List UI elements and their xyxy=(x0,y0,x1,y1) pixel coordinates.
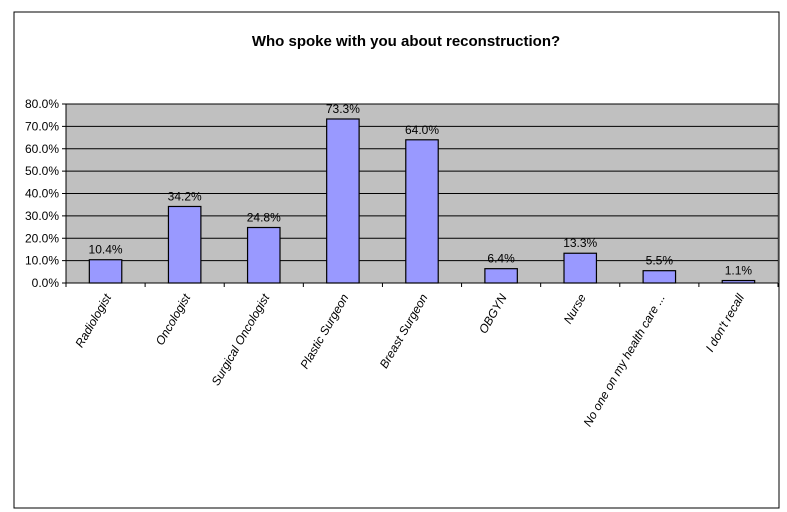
y-tick-label: 80.0% xyxy=(25,97,59,111)
data-label: 24.8% xyxy=(247,211,281,225)
bar-8 xyxy=(642,270,677,284)
data-label: 73.3% xyxy=(326,102,360,116)
chart-title: Who spoke with you about reconstruction? xyxy=(252,33,560,50)
data-label: 13.3% xyxy=(563,236,597,250)
data-label: 64.0% xyxy=(405,123,439,137)
y-tick-label: 0.0% xyxy=(32,276,60,290)
data-label: 1.1% xyxy=(725,264,753,278)
bar-5 xyxy=(405,139,439,284)
bar-3 xyxy=(246,226,281,284)
bar-4 xyxy=(326,118,360,284)
bar-2 xyxy=(167,205,202,284)
bar-1 xyxy=(88,259,123,284)
y-tick-label: 70.0% xyxy=(25,119,59,133)
data-label: 6.4% xyxy=(487,252,515,266)
bar-6 xyxy=(484,268,518,284)
y-tick-label: 60.0% xyxy=(25,142,59,156)
y-tick-label: 10.0% xyxy=(25,254,59,268)
bar-9 xyxy=(721,279,756,284)
y-tick-label: 20.0% xyxy=(25,231,59,245)
bar-7 xyxy=(563,252,598,284)
y-tick-label: 40.0% xyxy=(25,187,59,201)
y-tick-label: 30.0% xyxy=(25,209,59,223)
data-label: 10.4% xyxy=(89,243,123,257)
data-label: 5.5% xyxy=(646,254,674,268)
y-tick-label: 50.0% xyxy=(25,164,59,178)
data-label: 34.2% xyxy=(168,189,202,203)
